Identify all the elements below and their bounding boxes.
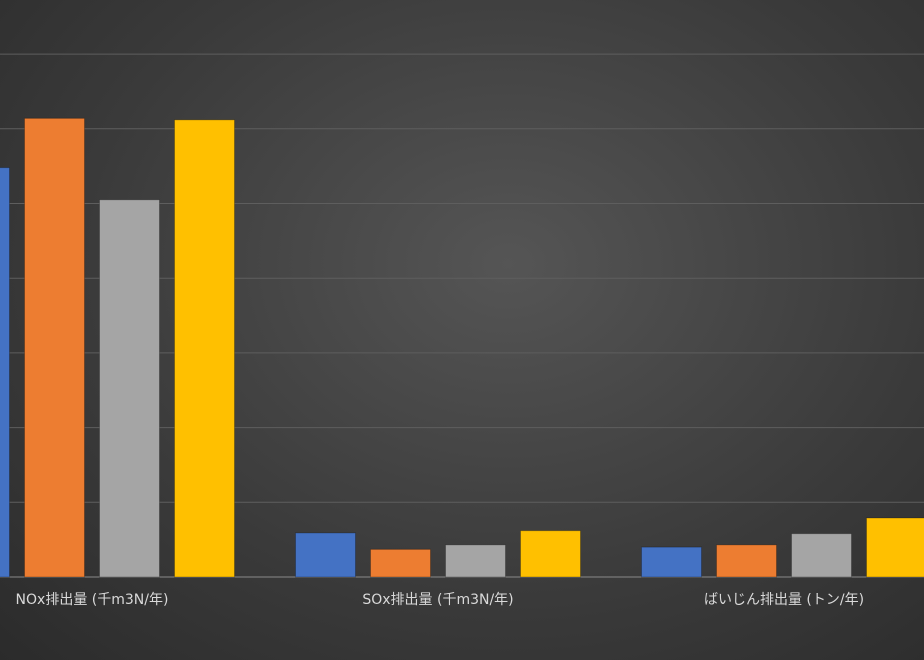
bar xyxy=(716,544,777,578)
bar xyxy=(295,532,356,578)
bar xyxy=(0,167,10,578)
bar xyxy=(24,117,85,578)
bar xyxy=(174,119,235,578)
bar xyxy=(866,517,924,578)
x-tick-label: ばいじん排出量 (トン/年) xyxy=(704,592,864,608)
bar xyxy=(445,544,506,578)
bar xyxy=(520,530,581,578)
x-tick-label: SOx排出量 (千m3N/年) xyxy=(362,592,513,608)
bar xyxy=(370,548,431,578)
bar xyxy=(99,199,160,578)
x-tick-label: NOx排出量 (千m3N/年) xyxy=(16,592,169,608)
bar xyxy=(791,533,852,578)
bar xyxy=(641,546,702,578)
